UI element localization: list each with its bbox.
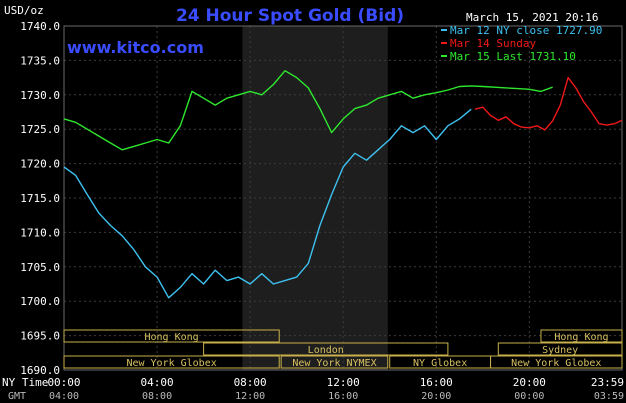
y-tick-label: 1700.0 xyxy=(20,295,60,308)
session-box xyxy=(490,355,623,369)
x-tick-label-gmt: 16:00 xyxy=(328,391,358,402)
x-axis-ny-label: NY Time xyxy=(2,376,48,389)
x-tick-label-gmt: 20:00 xyxy=(421,391,451,402)
brand-url: www.kitco.com xyxy=(67,38,204,57)
y-tick-label: 1710.0 xyxy=(20,226,60,239)
session-label: New York Globex xyxy=(126,358,216,369)
y-tick-label: 1740.0 xyxy=(20,20,60,33)
y-tick-label: 1715.0 xyxy=(20,192,60,205)
legend-entry: Mar 15 Last 1731.10 xyxy=(450,50,576,63)
series-layer xyxy=(63,69,623,299)
chart-title: 24 Hour Spot Gold (Bid) xyxy=(176,6,404,26)
x-tick-label-gmt: 03:59 xyxy=(594,391,624,402)
session-box xyxy=(540,329,623,343)
session-label: New York Globex xyxy=(511,358,601,369)
y-tick-label: 1695.0 xyxy=(20,330,60,343)
x-tick-label-gmt: 08:00 xyxy=(142,391,172,402)
y-tick-label: 1705.0 xyxy=(20,261,60,274)
series-line xyxy=(63,69,553,151)
series-line xyxy=(474,76,623,131)
x-tick-label-ny: 08:00 xyxy=(234,376,267,389)
x-tick-label-ny: 00:00 xyxy=(47,376,80,389)
session-label: London xyxy=(308,345,344,356)
y-tick-label: 1720.0 xyxy=(20,158,60,171)
session-box xyxy=(203,342,449,356)
x-tick-label-ny: 20:00 xyxy=(513,376,546,389)
y-tick-label: 1690.0 xyxy=(20,364,60,377)
x-axis-ticks: 00:00 04:00 04:00 08:00 08:00 12:00 12:00 16:00… xyxy=(47,376,624,402)
x-tick-label-ny: 12:00 xyxy=(327,376,360,389)
x-tick-label-ny: 04:00 xyxy=(141,376,174,389)
session-label: Hong Kong xyxy=(554,332,608,343)
session-box xyxy=(63,355,280,369)
legend-entry: Mar 12 NY close 1727.90 xyxy=(450,24,602,37)
plot-border xyxy=(63,25,623,371)
legend-entry: Mar 14 Sunday xyxy=(450,37,536,50)
y-axis-label: USD/oz xyxy=(4,4,44,17)
market-sessions: Hong Kong Hong Kong London Sydney New York G… xyxy=(63,329,623,369)
y-axis-ticks: 1740.0 1735.0 1730.0 1725.0 1720.0 1715.0 1710… xyxy=(20,20,60,377)
x-tick-label-ny: 16:00 xyxy=(420,376,453,389)
y-tick-label: 1725.0 xyxy=(20,123,60,136)
session-label: Sydney xyxy=(542,345,578,356)
y-tick-label: 1735.0 xyxy=(20,54,60,67)
x-axis-gmt-label: GMT xyxy=(8,391,26,402)
session-label: NY Globex xyxy=(413,358,467,369)
y-tick-label: 1730.0 xyxy=(20,89,60,102)
x-tick-label-gmt: 00:00 xyxy=(514,391,544,402)
timestamp: March 15, 2021 20:16 xyxy=(466,11,598,24)
series-line xyxy=(63,108,472,299)
x-tick-label-gmt: 04:00 xyxy=(49,391,79,402)
session-box xyxy=(280,355,389,369)
x-tick-label-gmt: 12:00 xyxy=(235,391,265,402)
session-label: New York NYMEX xyxy=(292,358,376,369)
session-box xyxy=(63,329,280,343)
session-label: Hong Kong xyxy=(145,332,199,343)
session-box xyxy=(497,342,623,356)
x-tick-label-ny: 23:59 xyxy=(591,376,624,389)
